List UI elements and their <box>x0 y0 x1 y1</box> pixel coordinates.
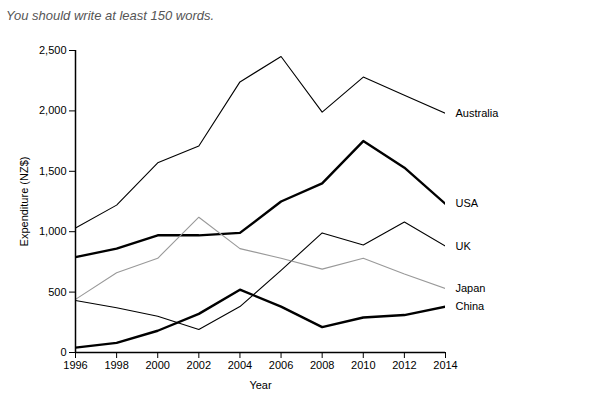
svg-text:UK: UK <box>456 240 472 252</box>
svg-text:2000: 2000 <box>145 359 169 371</box>
svg-text:500: 500 <box>48 286 66 298</box>
svg-text:1996: 1996 <box>63 359 87 371</box>
svg-text:2004: 2004 <box>228 359 252 371</box>
svg-text:USA: USA <box>456 197 479 209</box>
svg-text:2010: 2010 <box>351 359 375 371</box>
svg-text:Year: Year <box>249 379 272 391</box>
svg-text:0: 0 <box>60 346 66 358</box>
svg-text:2008: 2008 <box>310 359 334 371</box>
svg-text:1998: 1998 <box>104 359 128 371</box>
svg-text:2,000: 2,000 <box>39 104 67 116</box>
svg-text:1,500: 1,500 <box>39 165 67 177</box>
svg-text:Expenditure (NZ$): Expenditure (NZ$) <box>18 157 30 247</box>
svg-text:1,000: 1,000 <box>39 225 67 237</box>
svg-text:2,500: 2,500 <box>39 44 67 56</box>
svg-text:China: China <box>456 300 486 312</box>
svg-text:2002: 2002 <box>187 359 211 371</box>
svg-text:2006: 2006 <box>269 359 293 371</box>
svg-text:Japan: Japan <box>456 282 486 294</box>
svg-text:2012: 2012 <box>392 359 416 371</box>
svg-text:2014: 2014 <box>433 359 457 371</box>
svg-text:Australia: Australia <box>456 107 500 119</box>
html-text:You should write at least 150: You should write at least 150 words. <box>6 8 215 23</box>
